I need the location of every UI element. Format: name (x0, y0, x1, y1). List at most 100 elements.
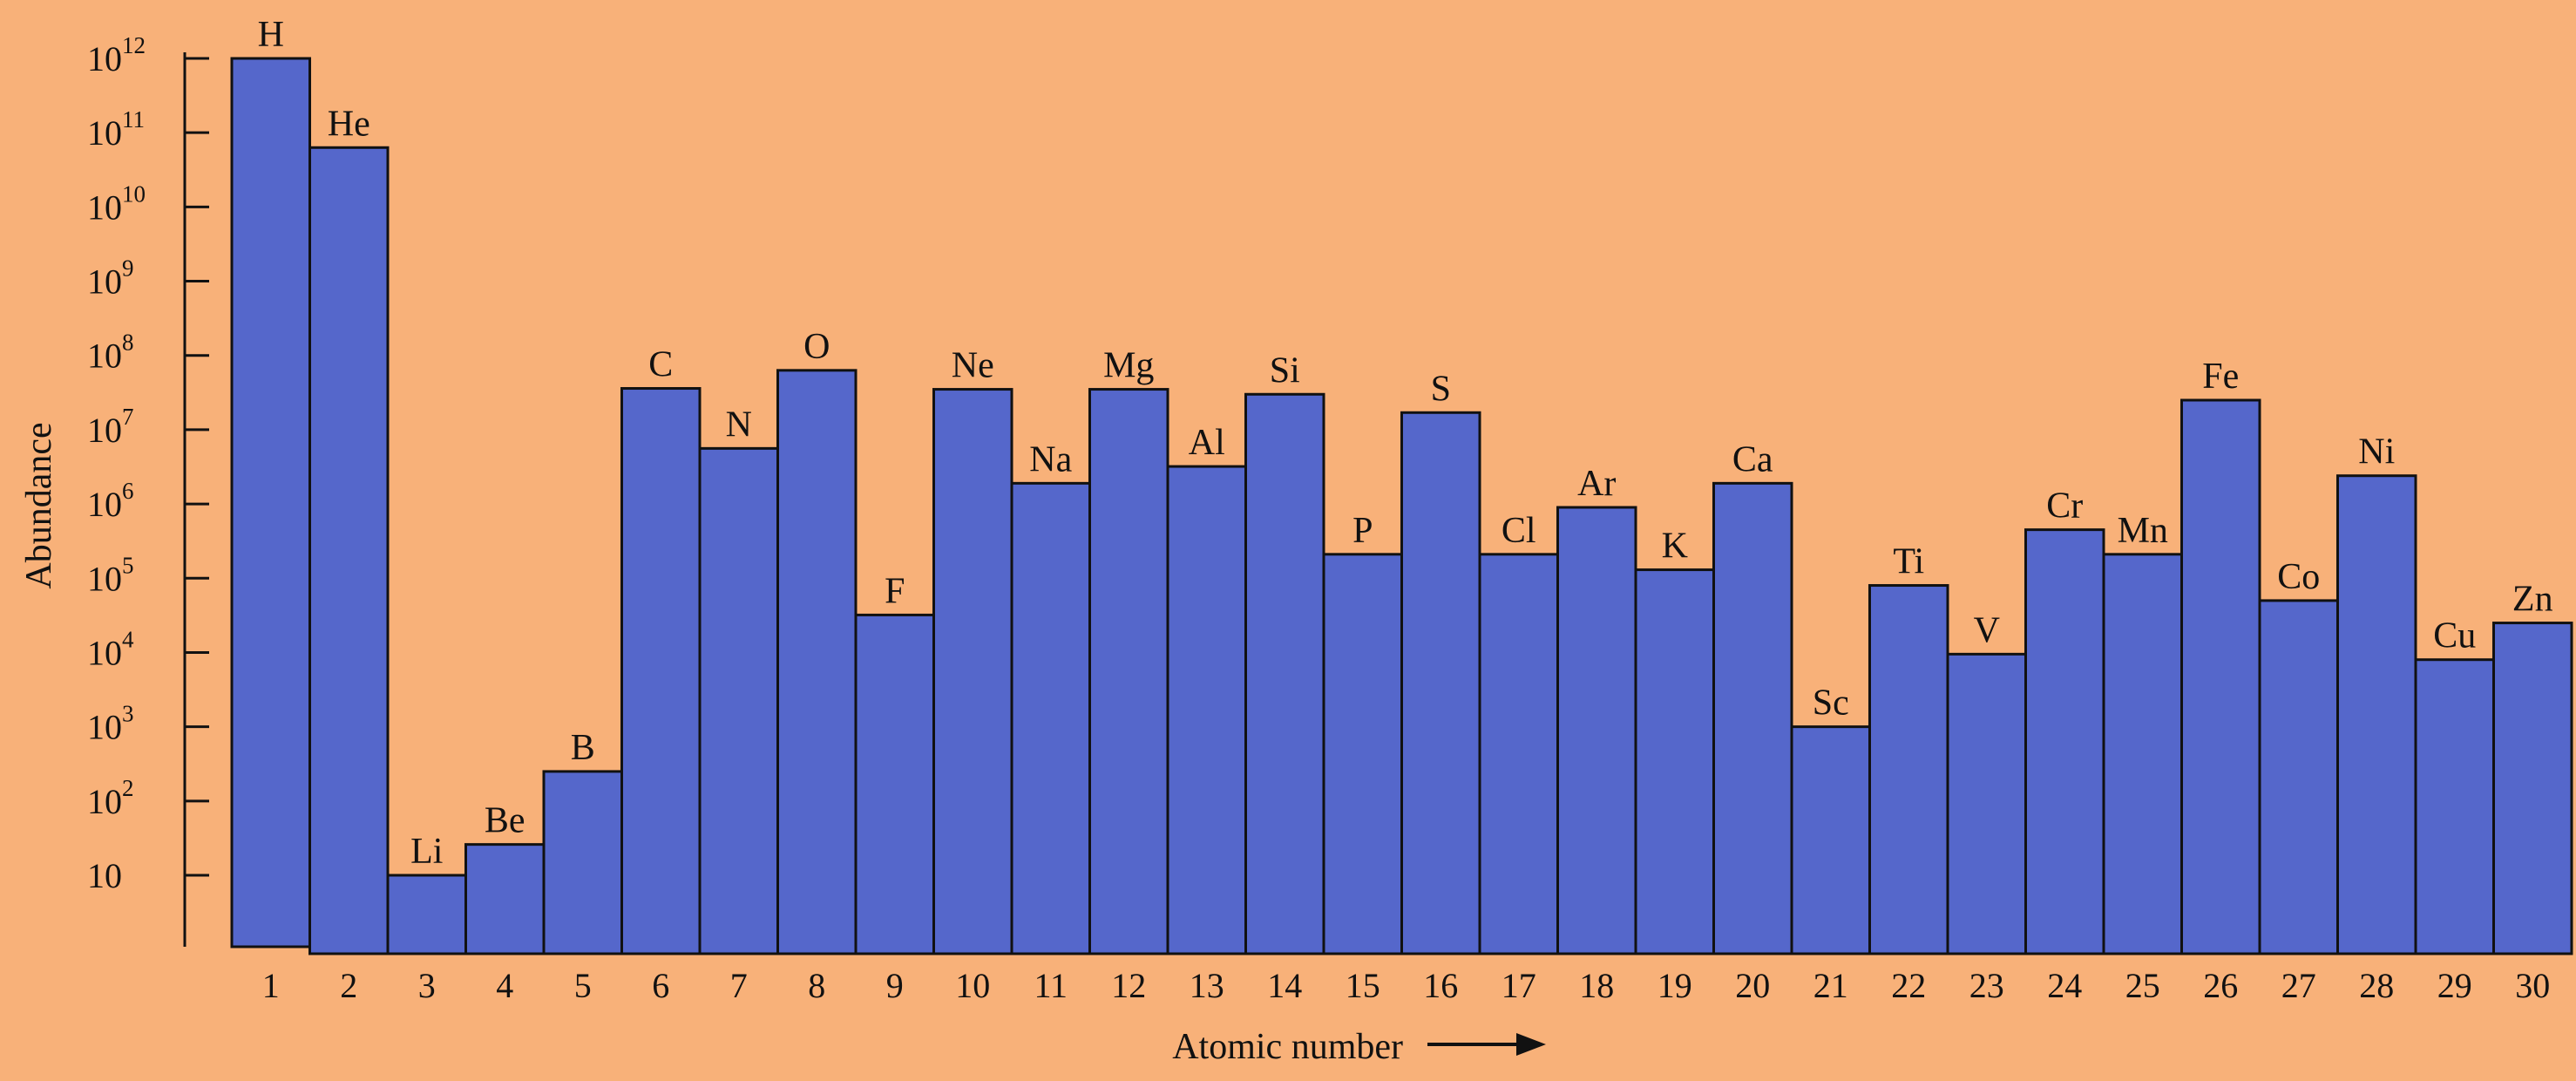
bar-label: Mg (1103, 346, 1154, 386)
y-tick-label: 109 (87, 255, 134, 302)
bar-label: Ca (1732, 439, 1773, 479)
bar-ar (1556, 506, 1637, 955)
bar-label: Be (485, 801, 525, 841)
y-tick-label: 108 (87, 330, 134, 376)
bar-label: N (726, 405, 752, 445)
bar-k (1634, 568, 1715, 955)
y-tick-exponent: 7 (122, 404, 134, 430)
bar-label: Ar (1577, 464, 1616, 504)
bar-o (776, 369, 858, 955)
x-tick-label: 26 (2203, 966, 2238, 1005)
y-tick-exponent: 5 (122, 552, 134, 578)
bar-label: Sc (1813, 683, 1849, 724)
bar-label: F (885, 571, 905, 611)
bar-label: H (258, 15, 284, 55)
y-tick-exponent: 3 (122, 701, 134, 727)
bar-ni (2336, 474, 2417, 955)
bar-fe (2180, 398, 2261, 955)
y-tick-label: 1012 (87, 32, 146, 78)
y-tick-label: 10 (87, 856, 122, 895)
x-tick-label: 28 (2359, 966, 2394, 1005)
y-tick-base: 10 (87, 856, 122, 895)
y-tick-label: 1011 (87, 106, 145, 153)
bar-label: Zn (2512, 580, 2553, 620)
bar-label: P (1352, 511, 1373, 551)
x-tick-label: 11 (1034, 966, 1068, 1005)
x-tick-label: 17 (1502, 966, 1536, 1005)
bar-h (230, 57, 311, 948)
bar-b (542, 770, 623, 955)
bar-s (1400, 411, 1481, 955)
y-tick-base: 10 (87, 411, 122, 450)
bar-co (2258, 599, 2339, 955)
bar-cr (2024, 528, 2105, 955)
bar-label: Al (1189, 423, 1225, 463)
bar-n (698, 446, 779, 955)
bars: H He Li Be B C N O F Ne Na Mg Al Si P S Cl Ar K Ca Sc Ti V Cr Mn… (230, 15, 2573, 955)
y-tick-label: 1010 (87, 180, 146, 227)
bar-label: Cl (1502, 511, 1536, 551)
y-tick-exponent: 6 (122, 478, 134, 504)
y-axis-title: Abundance (19, 422, 59, 588)
x-tick-label: 22 (1891, 966, 1926, 1005)
x-tick-label: 7 (730, 966, 748, 1005)
bar-label: B (571, 728, 595, 768)
x-tick-label: 23 (1969, 966, 2004, 1005)
y-tick-label: 103 (87, 701, 134, 747)
bar-label: Ne (952, 346, 994, 386)
y-tick-exponent: 8 (122, 330, 134, 356)
x-tick-label: 16 (1423, 966, 1458, 1005)
bar-be (464, 843, 546, 955)
bar-label: Si (1270, 350, 1300, 391)
x-tick-label: 29 (2437, 966, 2472, 1005)
bar-si (1244, 392, 1325, 955)
y-tick-base: 10 (87, 113, 122, 153)
bar-cu (2414, 658, 2495, 955)
bar-label: Na (1029, 439, 1072, 479)
x-tick-label: 2 (340, 966, 357, 1005)
bar-p (1322, 553, 1403, 955)
x-tick-label: 10 (955, 966, 990, 1005)
y-tick-base: 10 (87, 39, 122, 78)
bar-zn (2492, 622, 2573, 955)
bar-ne (932, 388, 1013, 955)
bar-label: O (803, 327, 830, 367)
bar-label: Cr (2046, 486, 2083, 527)
x-axis-ticks: 1 2 3 4 5 6 7 8 9 10 11 12 13 14 15 16 17 18 19 20 21 22 23 24 2… (262, 966, 2551, 1005)
bar-cl (1478, 553, 1559, 955)
y-tick-base: 10 (87, 262, 122, 302)
bar-sc (1790, 725, 1871, 955)
y-tick-base: 10 (87, 485, 122, 524)
y-tick-exponent: 11 (122, 106, 145, 133)
x-tick-label: 25 (2125, 966, 2160, 1005)
bar-label: Ni (2358, 432, 2395, 473)
x-tick-label: 20 (1735, 966, 1770, 1005)
bar-li (386, 874, 467, 955)
bar-na (1010, 481, 1091, 955)
x-tick-label: 9 (886, 966, 904, 1005)
bar-label: He (328, 104, 370, 144)
x-tick-label: 3 (418, 966, 436, 1005)
y-tick-label: 102 (87, 775, 134, 821)
bar-al (1166, 465, 1247, 955)
x-tick-label: 27 (2281, 966, 2316, 1005)
x-tick-label: 18 (1579, 966, 1614, 1005)
y-tick-base: 10 (87, 187, 122, 227)
bar-label: Ti (1893, 542, 1924, 582)
x-axis-arrow-head (1516, 1033, 1546, 1056)
x-tick-label: 15 (1346, 966, 1380, 1005)
bar-label: Cu (2433, 616, 2476, 656)
y-tick-label: 106 (87, 478, 134, 524)
bar-ca (1712, 481, 1793, 955)
y-tick-exponent: 4 (122, 626, 134, 652)
y-tick-label: 105 (87, 552, 134, 598)
bar-label: Co (2277, 557, 2320, 597)
y-tick-exponent: 9 (122, 255, 134, 282)
bar-label: S (1431, 369, 1451, 409)
y-tick-exponent: 12 (122, 32, 146, 58)
x-tick-label: 8 (808, 966, 825, 1005)
bar-label: C (648, 345, 673, 385)
y-tick-base: 10 (87, 782, 122, 821)
